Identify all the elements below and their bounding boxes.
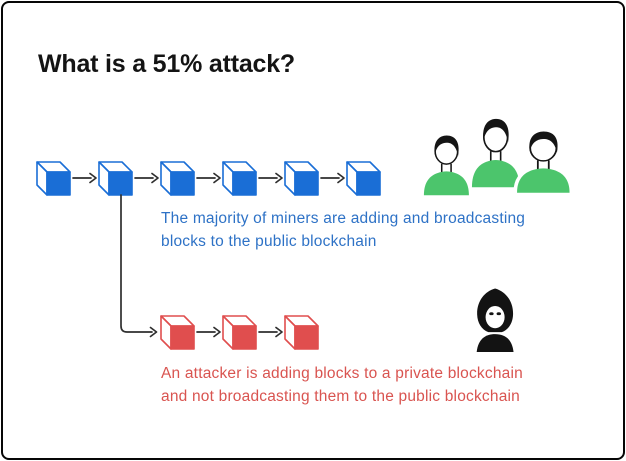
private-chain-caption: An attacker is adding blocks to a privat…: [161, 362, 523, 408]
caption-line: The majority of miners are adding and br…: [161, 210, 526, 227]
miner-right: [517, 132, 570, 193]
caption-line: An attacker is adding blocks to a privat…: [161, 365, 523, 382]
chain-arrow: [134, 172, 159, 184]
public-chain-block-1: [36, 161, 71, 196]
private-chain-block-2: [222, 315, 257, 350]
chain-arrow: [196, 326, 221, 338]
public-chain-block-5: [284, 161, 319, 196]
chain-arrow: [72, 172, 97, 184]
chain-arrow: [258, 172, 283, 184]
caption-line: and not broadcasting them to the public …: [161, 388, 520, 405]
public-chain-caption: The majority of miners are adding and br…: [161, 207, 525, 253]
attacker-icon: [476, 288, 514, 353]
branch-connector-arrow: [120, 194, 158, 338]
private-chain-block-3: [284, 315, 319, 350]
chain-arrow: [196, 172, 221, 184]
public-chain-block-4: [222, 161, 257, 196]
caption-line: blocks to the public blockchain: [161, 233, 377, 250]
miner-left: [424, 135, 469, 195]
miner-middle: [472, 119, 520, 187]
chain-arrow: [258, 326, 283, 338]
miners-icon: [424, 119, 570, 195]
public-chain: [36, 161, 381, 196]
public-chain-block-3: [160, 161, 195, 196]
private-chain-block-1: [160, 315, 195, 350]
private-chain: [160, 315, 319, 350]
page-title: What is a 51% attack?: [38, 50, 296, 78]
public-chain-block-6: [346, 161, 381, 196]
public-chain-block-2: [98, 161, 133, 196]
chain-arrow: [320, 172, 345, 184]
